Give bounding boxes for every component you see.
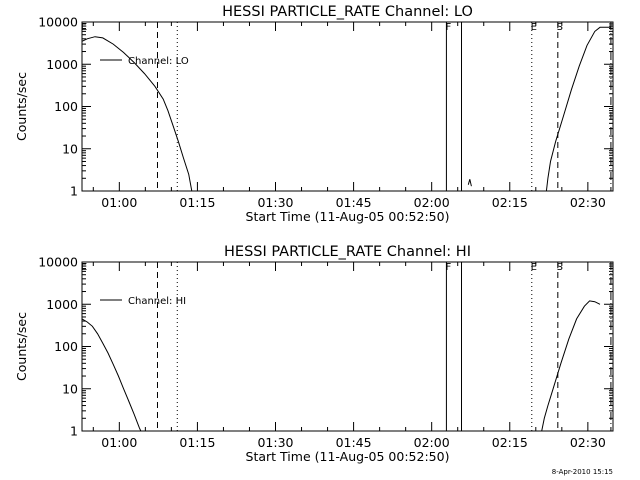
event-marker-label: F <box>446 22 452 33</box>
series-line <box>541 300 601 432</box>
series-line <box>545 26 611 192</box>
hi-channel-panel: HESSI PARTICLE_RATE Channel: HI 1 10 100 100… <box>14 244 614 464</box>
y-tick-label: 1 <box>70 184 78 199</box>
x-tick-label: 01:15 <box>179 435 215 450</box>
x-tick-label: 01:00 <box>101 435 137 450</box>
legend-label: Channel: HI <box>128 296 186 307</box>
x-tick-label: 01:45 <box>336 435 372 450</box>
lo-channel-panel: HESSI PARTICLE_RATE Channel: LO 1 10 100 100… <box>14 4 614 224</box>
series-line <box>467 179 472 187</box>
event-marker-label: E <box>81 22 87 33</box>
plot-frame <box>81 261 614 432</box>
x-axis-label: Start Time (11-Aug-05 00:52:50) <box>246 449 450 464</box>
y-axis-label: Counts/sec <box>14 72 29 141</box>
y-tick-label: 1000 <box>46 57 78 72</box>
y-tick-label: 1 <box>70 424 78 439</box>
event-marker-label: E <box>531 22 537 33</box>
x-tick-label: 01:30 <box>257 195 293 210</box>
event-marker-label: S <box>557 262 563 273</box>
y-tick-label: 1000 <box>46 297 78 312</box>
x-tick-label: 01:45 <box>336 195 372 210</box>
x-tick-label: 01:00 <box>101 195 137 210</box>
chart-title: HESSI PARTICLE_RATE Channel: LO <box>222 4 473 20</box>
x-tick-label: 02:30 <box>570 195 606 210</box>
y-tick-label: 10 <box>62 141 78 156</box>
y-axis-label: Counts/sec <box>14 312 29 381</box>
y-tick-label: 100 <box>54 99 78 114</box>
legend-label: Channel: LO <box>128 56 189 67</box>
event-marker-label: E <box>531 262 537 273</box>
series-line <box>81 36 193 192</box>
event-marker-label: S <box>557 22 563 33</box>
event-marker-label: E <box>81 262 87 273</box>
x-tick-label: 02:00 <box>414 435 450 450</box>
x-tick-label: 01:30 <box>257 435 293 450</box>
plot-frame <box>81 21 614 192</box>
y-tick-label: 10000 <box>38 255 78 270</box>
x-tick-label: 02:30 <box>570 435 606 450</box>
y-tick-label: 100 <box>54 339 78 354</box>
y-tick-label: 10 <box>62 381 78 396</box>
y-tick-label: 10000 <box>38 15 78 30</box>
x-tick-label: 02:00 <box>414 195 450 210</box>
x-tick-label: 02:15 <box>492 435 528 450</box>
series-line <box>81 318 142 432</box>
x-tick-label: 01:15 <box>179 195 215 210</box>
event-marker-label: F <box>446 262 452 273</box>
x-tick-label: 02:15 <box>492 195 528 210</box>
x-axis-label: Start Time (11-Aug-05 00:52:50) <box>246 209 450 224</box>
chart-title: HESSI PARTICLE_RATE Channel: HI <box>224 244 471 260</box>
timestamp-footer: 8-Apr-2010 15:15 <box>552 468 613 476</box>
